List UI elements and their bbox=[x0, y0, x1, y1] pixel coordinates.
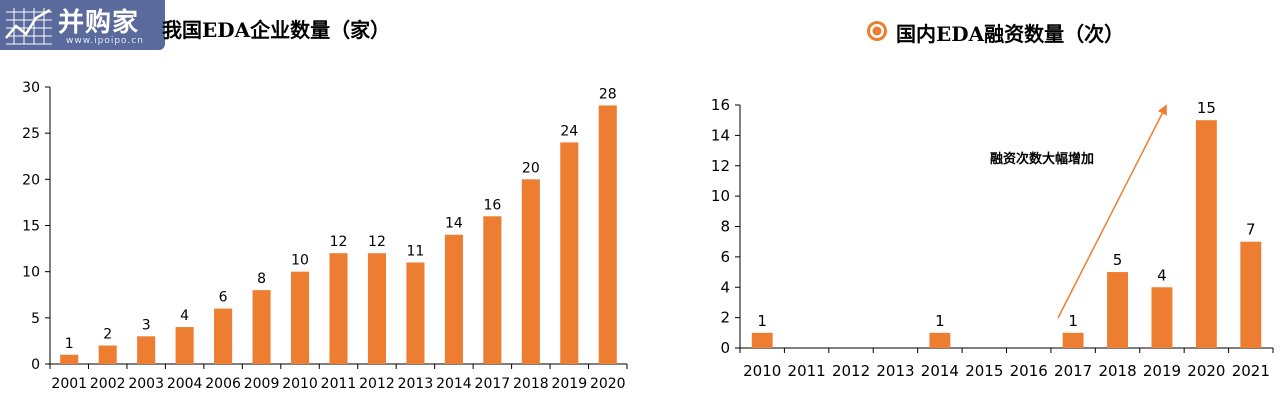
right-bar bbox=[751, 332, 773, 348]
left-bar bbox=[598, 105, 617, 364]
left-data-label: 2 bbox=[103, 327, 112, 343]
right-data-label: 7 bbox=[1246, 221, 1256, 239]
left-bar bbox=[367, 253, 387, 364]
trend-arrow bbox=[1057, 104, 1167, 319]
left-category-label: 2009 bbox=[244, 376, 280, 392]
left-data-label: 20 bbox=[522, 160, 540, 176]
right-category-label: 2020 bbox=[1187, 362, 1225, 380]
right-y-tick-label: 0 bbox=[720, 339, 730, 357]
left-bar bbox=[483, 216, 502, 364]
left-category-label: 2012 bbox=[359, 376, 395, 392]
left-y-tick-label: 0 bbox=[31, 357, 40, 373]
left-bar bbox=[60, 354, 79, 364]
left-data-label: 4 bbox=[180, 308, 189, 324]
right-y-tick-label: 10 bbox=[711, 187, 730, 205]
target-icon bbox=[867, 21, 887, 41]
left-bar bbox=[137, 336, 156, 364]
logo-text: 并购家 bbox=[58, 8, 140, 38]
left-y-tick-label: 10 bbox=[22, 265, 40, 281]
left-bar bbox=[98, 345, 117, 364]
left-data-label: 1 bbox=[65, 336, 74, 352]
left-category-label: 2006 bbox=[205, 376, 241, 392]
right-data-label: 4 bbox=[1157, 266, 1167, 284]
left-y-tick-label: 15 bbox=[22, 219, 40, 235]
left-data-label: 10 bbox=[291, 253, 309, 269]
right-y-tick-label: 16 bbox=[711, 96, 730, 114]
left-bar bbox=[406, 262, 425, 364]
right-category-label: 2014 bbox=[921, 362, 959, 380]
right-category-label: 2021 bbox=[1232, 362, 1270, 380]
left-bar bbox=[214, 308, 233, 364]
right-bar bbox=[1240, 241, 1262, 348]
left-category-label: 2018 bbox=[513, 376, 549, 392]
left-bar bbox=[521, 179, 540, 364]
chart-annotation: 融资次数大幅增加 bbox=[990, 152, 1095, 167]
left-category-label: 2010 bbox=[282, 376, 318, 392]
left-data-label: 16 bbox=[483, 197, 501, 213]
right-y-tick-label: 4 bbox=[720, 278, 730, 296]
right-category-label: 2016 bbox=[1010, 362, 1048, 380]
right-y-tick-label: 6 bbox=[720, 248, 730, 266]
right-category-label: 2018 bbox=[1098, 362, 1136, 380]
left-y-tick-label: 5 bbox=[31, 311, 40, 327]
logo: 并购家 www.ipoipo.cn bbox=[0, 0, 165, 50]
right-y-tick-label: 8 bbox=[720, 218, 730, 236]
left-data-label: 24 bbox=[560, 123, 578, 139]
right-y-tick-label: 2 bbox=[720, 309, 730, 327]
left-data-label: 3 bbox=[142, 317, 151, 333]
left-category-label: 2017 bbox=[475, 376, 511, 392]
right-category-label: 2017 bbox=[1054, 362, 1092, 380]
left-bar bbox=[252, 290, 271, 364]
left-bar bbox=[175, 327, 194, 364]
right-bar bbox=[1151, 287, 1173, 348]
right-category-label: 2019 bbox=[1143, 362, 1181, 380]
left-category-label: 2002 bbox=[90, 376, 126, 392]
left-chart-title: 我国EDA企业数量（家） bbox=[162, 18, 391, 42]
left-category-label: 2014 bbox=[436, 376, 472, 392]
left-category-label: 2003 bbox=[128, 376, 164, 392]
right-bar bbox=[929, 332, 951, 348]
right-category-label: 2012 bbox=[832, 362, 870, 380]
right-chart-title: 国内EDA融资数量（次） bbox=[896, 22, 1125, 46]
left-category-label: 2011 bbox=[321, 376, 357, 392]
right-category-label: 2015 bbox=[965, 362, 1003, 380]
left-category-label: 2004 bbox=[167, 376, 203, 392]
right-data-label: 1 bbox=[935, 312, 945, 330]
left-data-label: 8 bbox=[257, 271, 266, 287]
chart-grid-logo-icon bbox=[5, 8, 52, 45]
right-bar bbox=[1107, 272, 1128, 348]
left-category-label: 2013 bbox=[398, 376, 434, 392]
enterprise-count-chart: 0 5 10 15 20 25 30 1 2001 2 2002 3 2003 4 2004 6 2006 8 20… bbox=[22, 80, 628, 392]
right-bar bbox=[1062, 332, 1084, 348]
left-data-label: 6 bbox=[219, 290, 228, 306]
left-category-label: 2001 bbox=[51, 376, 87, 392]
right-data-label: 5 bbox=[1113, 251, 1123, 269]
left-data-label: 11 bbox=[407, 243, 425, 259]
right-data-label: 1 bbox=[1068, 312, 1078, 330]
right-category-label: 2013 bbox=[876, 362, 914, 380]
left-data-label: 14 bbox=[445, 216, 463, 232]
left-bar bbox=[290, 271, 310, 364]
left-data-label: 12 bbox=[368, 234, 386, 250]
left-y-tick-label: 20 bbox=[22, 172, 40, 188]
right-bar bbox=[1195, 120, 1217, 348]
right-category-label: 2011 bbox=[788, 362, 826, 380]
right-y-tick-label: 12 bbox=[711, 157, 730, 175]
left-category-label: 2019 bbox=[551, 376, 587, 392]
left-bar bbox=[329, 253, 348, 364]
logo-url: www.ipoipo.cn bbox=[66, 36, 144, 46]
left-y-tick-label: 30 bbox=[22, 80, 40, 96]
left-bar bbox=[560, 142, 579, 364]
left-bar bbox=[444, 234, 463, 364]
right-category-label: 2010 bbox=[743, 362, 781, 380]
left-category-label: 2020 bbox=[590, 376, 626, 392]
right-data-label: 15 bbox=[1197, 99, 1216, 117]
left-data-label: 28 bbox=[599, 86, 617, 102]
right-y-tick-label: 14 bbox=[711, 126, 730, 144]
right-data-label: 1 bbox=[757, 312, 767, 330]
left-data-label: 12 bbox=[330, 234, 348, 250]
left-y-tick-label: 25 bbox=[22, 126, 40, 142]
